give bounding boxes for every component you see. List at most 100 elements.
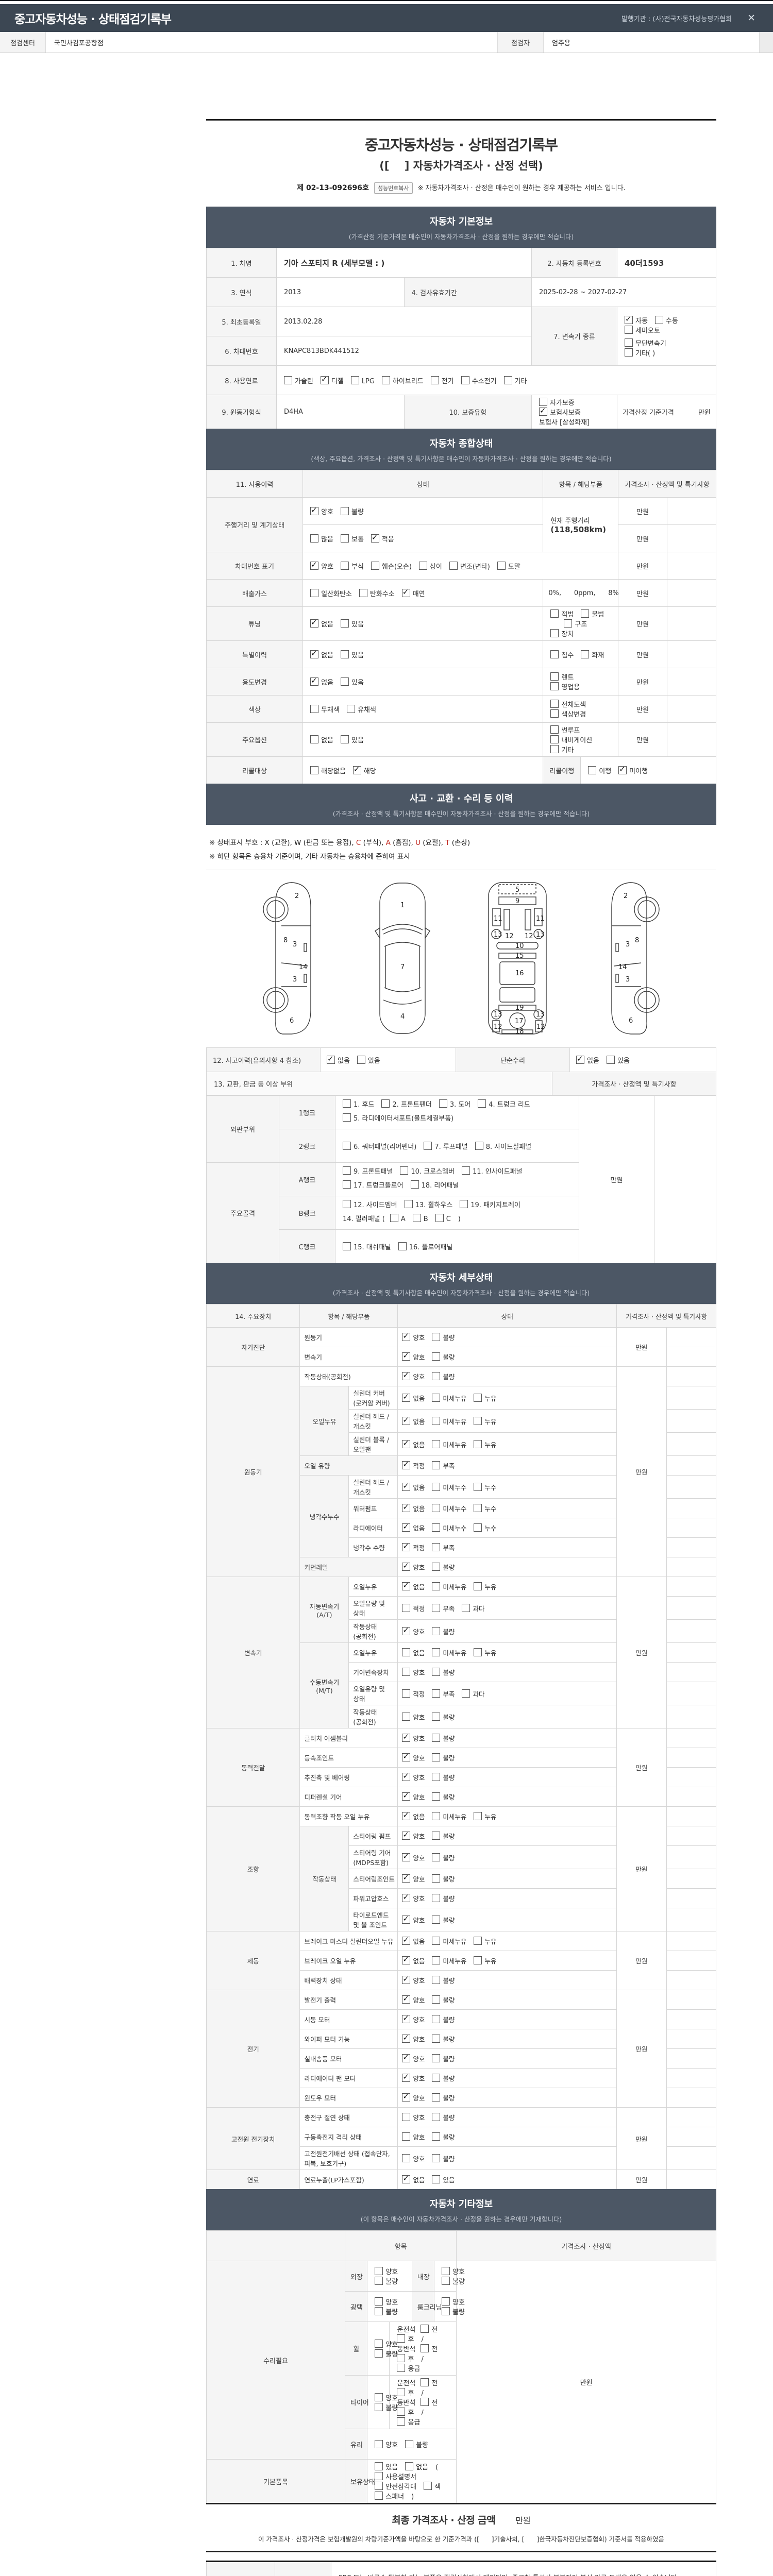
- checkbox-option[interactable]: 없음: [402, 1581, 425, 1591]
- checkbox-option[interactable]: 과다: [462, 1603, 484, 1613]
- checkbox-option[interactable]: 양호: [402, 1561, 425, 1572]
- checked-checkbox-icon[interactable]: [539, 406, 547, 416]
- checkbox-option[interactable]: 없음: [402, 1522, 425, 1533]
- checked-checkbox-icon[interactable]: [402, 1625, 411, 1635]
- checkbox-option[interactable]: 불량: [375, 2276, 398, 2286]
- checkbox-option[interactable]: 누유: [474, 1439, 496, 1449]
- unchecked-checkbox-icon[interactable]: [371, 561, 379, 570]
- checkbox-option[interactable]: 17. 트렁크플로어: [343, 1179, 404, 1193]
- unchecked-checkbox-icon[interactable]: [432, 1937, 441, 1945]
- checked-checkbox-icon[interactable]: [402, 1830, 411, 1840]
- checkbox-option[interactable]: 불법: [581, 609, 604, 619]
- checkbox-option[interactable]: 불량: [432, 1352, 455, 1362]
- unchecked-checkbox-icon[interactable]: [340, 735, 349, 743]
- checked-checkbox-icon[interactable]: [402, 1561, 411, 1571]
- checkbox-option[interactable]: 화재: [581, 650, 604, 659]
- checkbox-option[interactable]: 불량: [432, 2154, 455, 2163]
- checkbox-option[interactable]: 후: [397, 2353, 414, 2363]
- checkbox-option[interactable]: 보통: [340, 534, 364, 544]
- unchecked-checkbox-icon[interactable]: [432, 2015, 441, 2023]
- checkbox-option[interactable]: 없음: [402, 1481, 425, 1492]
- unchecked-checkbox-icon[interactable]: [359, 588, 367, 597]
- checkbox-option[interactable]: 양호: [402, 1752, 425, 1762]
- checked-checkbox-icon[interactable]: [402, 2092, 411, 2102]
- close-icon[interactable]: ✕: [747, 12, 755, 24]
- checkbox-option[interactable]: 양호: [402, 1974, 425, 1985]
- unchecked-checkbox-icon[interactable]: [375, 2482, 383, 2490]
- checkbox-option[interactable]: 상이: [418, 561, 442, 571]
- checkbox-option[interactable]: 적정: [402, 1541, 425, 1552]
- checked-checkbox-icon[interactable]: [310, 676, 319, 686]
- checkbox-option[interactable]: 썬루프: [550, 725, 580, 735]
- checkbox-option[interactable]: 15. 대쉬패널: [343, 1242, 391, 1251]
- checkbox-option[interactable]: 누유: [474, 1393, 496, 1403]
- checkbox-option[interactable]: 양호: [402, 1791, 425, 1802]
- unchecked-checkbox-icon[interactable]: [461, 376, 469, 384]
- unchecked-checkbox-icon[interactable]: [432, 1603, 441, 1612]
- checkbox-option[interactable]: C: [435, 1213, 451, 1227]
- unchecked-checkbox-icon[interactable]: [390, 1214, 398, 1222]
- checkbox-option[interactable]: 없음: [310, 735, 333, 744]
- checked-checkbox-icon[interactable]: [310, 560, 319, 570]
- unchecked-checkbox-icon[interactable]: [474, 1956, 482, 1964]
- checkbox-option[interactable]: 누유: [474, 1936, 496, 1946]
- unchecked-checkbox-icon[interactable]: [397, 2417, 406, 2426]
- checkbox-option[interactable]: 없음: [402, 1810, 425, 1821]
- checkbox-option[interactable]: 누수: [474, 1523, 496, 1533]
- unchecked-checkbox-icon[interactable]: [432, 1894, 441, 1902]
- checked-checkbox-icon[interactable]: [320, 375, 329, 384]
- checked-checkbox-icon[interactable]: [401, 587, 410, 597]
- checkbox-option[interactable]: 없음: [402, 2174, 425, 2184]
- unchecked-checkbox-icon[interactable]: [350, 376, 359, 384]
- checkbox-option[interactable]: 불량: [432, 1874, 455, 1884]
- checkbox-option[interactable]: 불량: [432, 1915, 455, 1925]
- checkbox-option[interactable]: 있음: [340, 677, 364, 687]
- unchecked-checkbox-icon[interactable]: [474, 1812, 482, 1820]
- unchecked-checkbox-icon[interactable]: [404, 1200, 413, 1209]
- unchecked-checkbox-icon[interactable]: [375, 2402, 383, 2411]
- checkbox-option[interactable]: 양호: [402, 1667, 425, 1677]
- unchecked-checkbox-icon[interactable]: [343, 1141, 351, 1150]
- unchecked-checkbox-icon[interactable]: [441, 2307, 450, 2315]
- unchecked-checkbox-icon[interactable]: [418, 561, 427, 570]
- unchecked-checkbox-icon[interactable]: [432, 1874, 441, 1883]
- unchecked-checkbox-icon[interactable]: [478, 1099, 486, 1108]
- checkbox-option[interactable]: 미세누수: [432, 1523, 466, 1533]
- checkbox-option[interactable]: 4. 트렁크 리드: [478, 1098, 530, 1112]
- checkbox-option[interactable]: 하이브리드: [381, 376, 424, 385]
- checked-checkbox-icon[interactable]: [402, 2072, 411, 2082]
- unchecked-checkbox-icon[interactable]: [625, 325, 633, 334]
- checkbox-option[interactable]: 전: [421, 2378, 438, 2387]
- checkbox-option[interactable]: 일산화탄소: [310, 588, 352, 598]
- checkbox-option[interactable]: 색상변경: [550, 709, 586, 719]
- checkbox-option[interactable]: A: [390, 1213, 406, 1227]
- unchecked-checkbox-icon[interactable]: [550, 629, 559, 637]
- unchecked-checkbox-icon[interactable]: [375, 2462, 383, 2470]
- checkbox-option[interactable]: 양호: [402, 1625, 425, 1636]
- unchecked-checkbox-icon[interactable]: [343, 1099, 351, 1108]
- checkbox-option[interactable]: 불량: [432, 2093, 455, 2103]
- unchecked-checkbox-icon[interactable]: [432, 1956, 441, 1964]
- checkbox-option[interactable]: 양호: [402, 1771, 425, 1782]
- checkbox-option[interactable]: 내비게이션: [550, 735, 592, 744]
- checkbox-option[interactable]: 세미오토: [625, 325, 660, 335]
- checked-checkbox-icon[interactable]: [327, 1054, 335, 1064]
- unchecked-checkbox-icon[interactable]: [432, 1773, 441, 1781]
- checkbox-option[interactable]: 9. 프론트패널: [343, 1165, 393, 1179]
- checkbox-option[interactable]: 침수: [550, 650, 574, 659]
- unchecked-checkbox-icon[interactable]: [397, 2364, 406, 2372]
- checkbox-option[interactable]: 미세누수: [432, 1503, 466, 1513]
- checkbox-option[interactable]: 불량: [432, 2014, 455, 2024]
- unchecked-checkbox-icon[interactable]: [346, 704, 355, 713]
- unchecked-checkbox-icon[interactable]: [432, 1333, 441, 1341]
- checkbox-option[interactable]: 없음: [310, 676, 333, 687]
- checkbox-option[interactable]: 없음: [310, 618, 333, 629]
- unchecked-checkbox-icon[interactable]: [432, 1461, 441, 1469]
- checkbox-option[interactable]: 양호: [375, 2393, 398, 2402]
- checkbox-option[interactable]: 많음: [310, 534, 333, 544]
- checkbox-option[interactable]: 전: [421, 2324, 438, 2334]
- unchecked-checkbox-icon[interactable]: [441, 2277, 450, 2285]
- unchecked-checkbox-icon[interactable]: [449, 561, 458, 570]
- checkbox-option[interactable]: 기타: [550, 744, 574, 754]
- checkbox-option[interactable]: 미세누유: [432, 1811, 466, 1821]
